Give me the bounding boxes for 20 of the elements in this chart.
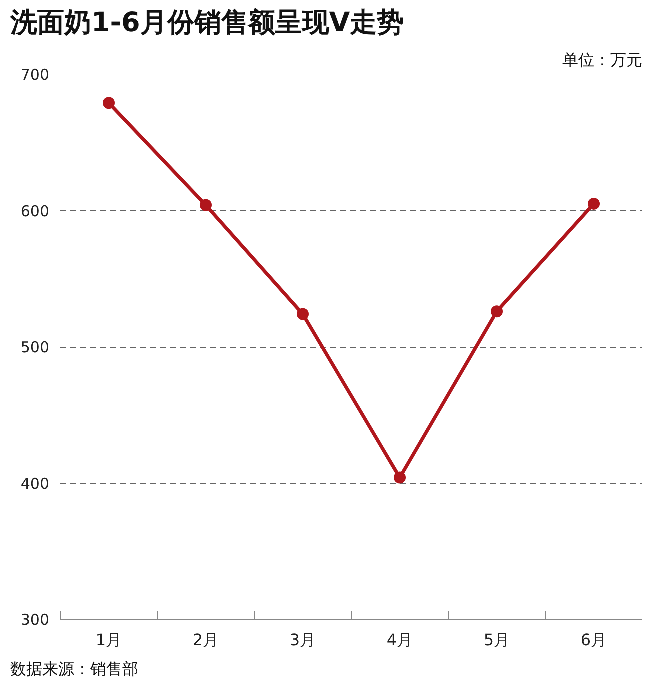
x-tick-label: 1月 — [96, 630, 122, 650]
x-tick-label: 2月 — [192, 630, 220, 650]
text: 单位：万元 — [562, 50, 642, 70]
y-tick-label: 600 — [20, 202, 50, 220]
chart-title: 洗面奶1-6月份销售额呈现V走势 — [10, 8, 404, 38]
point — [394, 472, 406, 484]
x-tick-label: 6月 — [580, 630, 608, 650]
x-tick-label: 3月 — [290, 630, 316, 650]
point — [491, 306, 503, 318]
y-tick-label: 300 — [20, 611, 50, 629]
source-note: 数据来源：销售部 — [10, 660, 138, 678]
point — [297, 308, 309, 320]
point — [103, 97, 115, 110]
y-tick-label: 500 — [20, 338, 50, 356]
x-tick-label: 4月 — [386, 630, 414, 650]
x-tick-label: 5月 — [484, 630, 510, 650]
y-tick-label: 700 — [20, 66, 50, 84]
y-tick-label: 400 — [20, 474, 50, 493]
point — [588, 198, 600, 210]
point — [200, 199, 212, 212]
